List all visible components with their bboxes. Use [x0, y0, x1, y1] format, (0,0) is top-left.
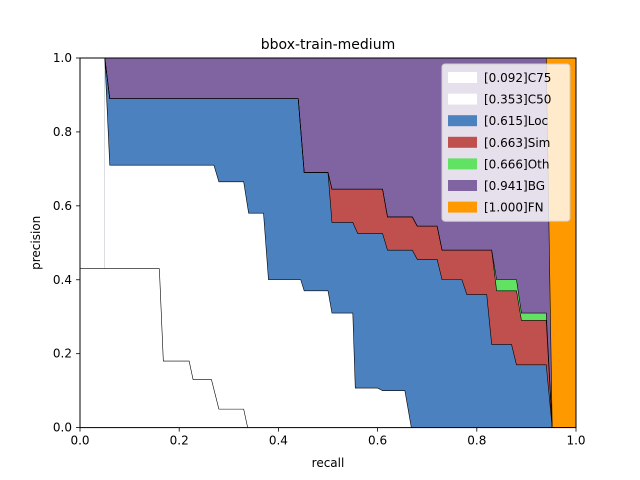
legend-swatch	[448, 72, 477, 83]
legend-entry: [0.615]Loc	[484, 114, 548, 128]
area-0-353-c50	[104, 58, 412, 428]
x-tick-label: 0.2	[170, 434, 189, 448]
legend: [0.092]C75 [0.353]C50 [0.615]Loc [0.663]Sim…	[441, 63, 571, 222]
x-axis: 0.0 0.2 0.4 0.6 0.8 1.0	[70, 427, 586, 448]
x-tick-label: 0.6	[368, 434, 387, 448]
legend-swatch	[448, 115, 477, 127]
legend-swatch	[448, 180, 477, 191]
boundary-0-353-c50	[104, 57, 412, 428]
y-axis: 0.0 0.2 0.4 0.6 0.8 1.0	[53, 51, 80, 435]
y-tick-label: 1.0	[53, 51, 72, 65]
y-tick-label: 0.6	[53, 199, 72, 213]
legend-entry: [0.092]C75	[484, 71, 551, 85]
y-tick-label: 0.4	[53, 273, 72, 287]
legend-entry: [0.941]BG	[484, 179, 545, 193]
legend-entry: [0.663]Sim	[484, 136, 550, 150]
x-axis-label: recall	[312, 456, 345, 470]
x-tick-label: 0.4	[269, 434, 288, 448]
plot-frame	[79, 57, 577, 429]
legend-entry: [0.666]Oth	[484, 157, 549, 171]
y-tick-label: 0.2	[53, 347, 72, 361]
y-axis-label: precision	[29, 216, 43, 270]
x-tick-label: 0.0	[70, 434, 89, 448]
legend-swatch	[448, 201, 477, 213]
area-0-092-c75	[80, 268, 248, 428]
x-tick-label: 1.0	[566, 434, 585, 448]
boundary-0-092-c75	[80, 268, 248, 428]
legend-entry: [1.000]FN	[484, 201, 544, 215]
x-tick-label: 0.8	[467, 434, 486, 448]
legend-swatch	[448, 158, 477, 170]
legend-entry: [0.353]C50	[484, 93, 551, 107]
area-layers	[80, 58, 576, 428]
y-tick-label: 0.0	[53, 421, 72, 435]
boundary-0-615-loc	[104, 57, 553, 428]
legend-swatch	[448, 136, 477, 148]
chart-title: bbox-train-medium	[261, 37, 395, 53]
legend-swatch	[448, 93, 477, 105]
y-tick-label: 0.8	[53, 125, 72, 139]
